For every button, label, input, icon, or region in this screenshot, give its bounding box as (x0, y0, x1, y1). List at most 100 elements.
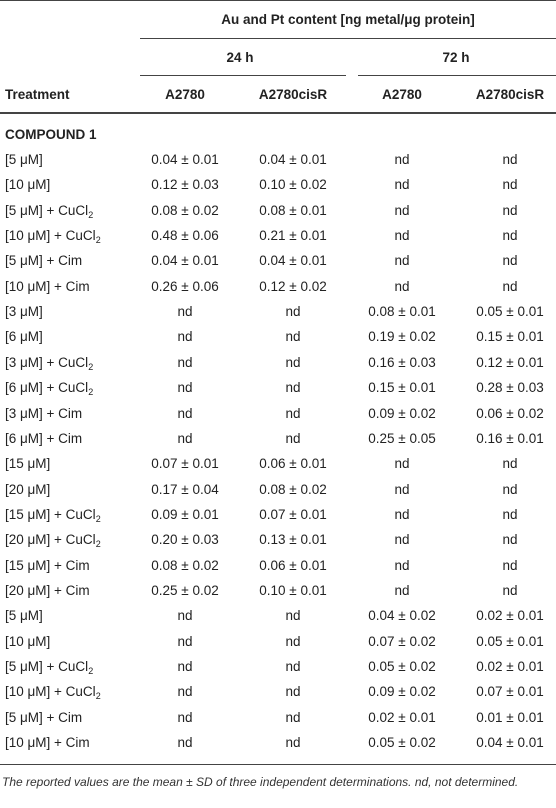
cell: 0.05 ± 0.02 (368, 659, 436, 674)
treatment: [5 μM] + Cim (5, 709, 82, 727)
treatment-text: [20 μM] + Cim (5, 582, 90, 598)
cell: 0.07 ± 0.01 (259, 506, 327, 522)
cell: 0.15 ± 0.01 (368, 380, 436, 396)
cell: 0.19 ± 0.02 (368, 329, 436, 345)
footnote: The reported values are the mean ± SD of… (2, 775, 519, 789)
cell: 0.13 ± 0.01 (259, 532, 327, 548)
cell: 0.04 ± 0.01 (259, 152, 327, 167)
cell: 0.25 ± 0.02 (151, 582, 219, 598)
cell: 0.08 ± 0.02 (151, 202, 219, 218)
cell: nd (502, 202, 518, 218)
cell: 0.04 ± 0.01 (151, 152, 219, 167)
cell: nd (285, 735, 301, 751)
column-header: Treatment (5, 87, 70, 102)
rule (0, 0, 556, 1)
column-header: A2780cisR (475, 87, 545, 102)
cell: nd (394, 481, 410, 497)
cell: nd (502, 456, 518, 472)
cell: nd (285, 405, 301, 421)
cell: nd (177, 405, 193, 421)
treatment: [5 μM] + CuCl2 (5, 202, 93, 220)
cell: nd (285, 354, 301, 370)
rule (358, 75, 556, 76)
treatment: [10 μM] + CuCl2 (5, 683, 101, 701)
group-header: Au and Pt content [ng metal/μg protein] (221, 12, 475, 27)
subscript: 2 (95, 513, 101, 524)
cell: nd (177, 735, 193, 751)
cell: 0.08 ± 0.02 (259, 481, 327, 497)
treatment: [5 μM] + Cim (5, 252, 82, 270)
cell: 0.04 ± 0.02 (368, 608, 436, 624)
treatment: [5 μM] (5, 151, 43, 169)
time-header: 72 h (442, 50, 470, 65)
cell: 0.48 ± 0.06 (151, 228, 219, 244)
cell: nd (285, 380, 301, 396)
cell: nd (285, 608, 301, 624)
cell: nd (502, 506, 518, 522)
rule (0, 112, 556, 114)
treatment: [10 μM] + Cim (5, 734, 90, 752)
cell: 0.04 ± 0.01 (151, 253, 219, 269)
cell: 0.12 ± 0.02 (259, 278, 327, 294)
cell: nd (502, 152, 518, 167)
treatment: [20 μM] + Cim (5, 582, 90, 600)
treatment-text: [5 μM] + CuCl (5, 202, 89, 218)
cell: 0.01 ± 0.01 (476, 709, 544, 725)
column-header: A2780 (382, 87, 422, 102)
treatment-text: [10 μM] (5, 633, 51, 649)
cell: nd (394, 557, 410, 573)
treatment-text: [10 μM] + Cim (5, 278, 90, 294)
treatment-text: [5 μM] + Cim (5, 709, 83, 725)
treatment-text: [10 μM] (5, 177, 51, 193)
cell: nd (502, 228, 518, 244)
cell: 0.26 ± 0.06 (151, 278, 219, 294)
treatment-text: [3 μM] (5, 304, 43, 320)
treatment: [20 μM] + CuCl2 (5, 531, 101, 549)
cell: nd (177, 304, 193, 320)
cell: nd (394, 253, 410, 269)
cell: nd (394, 456, 410, 472)
cell: nd (502, 481, 518, 497)
cell: 0.08 ± 0.02 (151, 557, 219, 573)
cell: 0.17 ± 0.04 (151, 481, 219, 497)
cell: 0.16 ± 0.01 (476, 430, 544, 446)
treatment: [5 μM] (5, 607, 43, 625)
treatment: [15 μM] + CuCl2 (5, 506, 101, 524)
cell: nd (285, 659, 301, 674)
treatment-text: [5 μM] + CuCl (5, 659, 89, 674)
section-header: COMPOUND 1 (5, 127, 97, 142)
cell: 0.04 ± 0.01 (259, 253, 327, 269)
cell: nd (394, 532, 410, 548)
cell: nd (502, 177, 518, 193)
cell: 0.28 ± 0.03 (476, 380, 544, 396)
treatment: [15 μM] + Cim (5, 557, 90, 575)
treatment-text: [6 μM] (5, 329, 43, 345)
cell: 0.05 ± 0.01 (476, 304, 544, 320)
treatment: [3 μM] + CuCl2 (5, 354, 93, 372)
treatment-text: [5 μM] (5, 152, 43, 167)
cell: 0.10 ± 0.02 (259, 177, 327, 193)
cell: nd (394, 202, 410, 218)
cell: nd (394, 506, 410, 522)
cell: 0.07 ± 0.01 (151, 456, 219, 472)
cell: 0.12 ± 0.03 (151, 177, 219, 193)
cell: 0.06 ± 0.01 (259, 456, 327, 472)
cell: 0.08 ± 0.01 (259, 202, 327, 218)
cell: nd (285, 633, 301, 649)
cell: nd (177, 659, 193, 674)
treatment-text: [10 μM] + Cim (5, 735, 90, 751)
cell: 0.02 ± 0.01 (476, 659, 544, 674)
subscript: 2 (95, 235, 101, 246)
subscript: 2 (88, 387, 94, 398)
cell: 0.06 ± 0.01 (259, 557, 327, 573)
rule (140, 75, 346, 76)
cell: 0.05 ± 0.02 (368, 735, 436, 751)
cell: 0.20 ± 0.03 (151, 532, 219, 548)
treatment-text: [5 μM] + Cim (5, 253, 83, 269)
subscript: 2 (95, 691, 101, 702)
cell: nd (285, 304, 301, 320)
cell: nd (177, 684, 193, 700)
treatment-text: [10 μM] + CuCl (5, 228, 96, 244)
column-header: A2780 (165, 87, 205, 102)
cell: nd (394, 177, 410, 193)
